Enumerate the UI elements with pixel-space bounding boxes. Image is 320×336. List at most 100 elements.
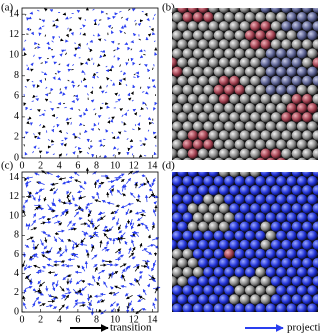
- arrow: [91, 243, 95, 248]
- arrow: [129, 218, 133, 226]
- arrow: [67, 238, 72, 242]
- arrow: [26, 27, 30, 32]
- sphere: [281, 148, 292, 159]
- sphere: [239, 8, 250, 14]
- arrow: [75, 98, 80, 102]
- y-tick-label: 6: [14, 91, 19, 102]
- arrow: [52, 23, 56, 27]
- arrow: [29, 253, 36, 260]
- sphere: [218, 148, 230, 159]
- arrow: [46, 171, 53, 176]
- sphere: [198, 112, 209, 123]
- arrow: [104, 228, 112, 232]
- sphere: [182, 48, 193, 59]
- sphere: [281, 130, 292, 141]
- arrow: [112, 153, 115, 157]
- sphere: [302, 75, 313, 86]
- sphere: [218, 21, 230, 32]
- sphere: [250, 8, 261, 14]
- sphere: [172, 103, 183, 114]
- arrow: [110, 188, 115, 192]
- sphere: [296, 176, 308, 187]
- arrow: [80, 237, 86, 244]
- arrow: [51, 297, 57, 301]
- sphere: [312, 276, 318, 287]
- arrow: [48, 208, 56, 212]
- arrow: [51, 214, 59, 219]
- arrow: [132, 128, 135, 131]
- sphere: [229, 57, 240, 68]
- arrow: [138, 295, 146, 300]
- sphere: [312, 21, 318, 32]
- arrow: [147, 234, 151, 239]
- arrow: [114, 92, 118, 96]
- sphere: [297, 157, 307, 160]
- arrow: [145, 225, 150, 232]
- sphere: [229, 39, 240, 50]
- arrow: [23, 52, 27, 56]
- arrow: [73, 211, 80, 218]
- sphere: [296, 230, 308, 241]
- sphere: [312, 148, 318, 159]
- panel-label: (c): [1, 160, 14, 172]
- arrow: [137, 216, 143, 222]
- sphere: [203, 30, 214, 41]
- sphere: [244, 48, 256, 59]
- arrow: [45, 151, 50, 155]
- arrow: [62, 12, 67, 16]
- arrow: [78, 217, 83, 221]
- sphere: [172, 75, 178, 86]
- sphere: [270, 21, 282, 32]
- arrow: [100, 90, 105, 94]
- sphere: [302, 276, 313, 287]
- sphere: [229, 221, 240, 232]
- sphere: [239, 75, 250, 86]
- arrow: [57, 229, 65, 233]
- arrow: [45, 250, 52, 254]
- sphere: [187, 57, 198, 68]
- arrow: [71, 195, 75, 202]
- arrow: [24, 177, 28, 182]
- sphere: [172, 48, 183, 59]
- arrow: [118, 254, 124, 259]
- sphere: [218, 57, 230, 68]
- arrow: [60, 211, 65, 217]
- sphere: [250, 172, 261, 178]
- arrow: [67, 68, 72, 72]
- sphere: [276, 48, 287, 59]
- y-tick-label: 2: [14, 287, 19, 298]
- arrow: [154, 101, 158, 106]
- arrow: [151, 180, 155, 187]
- arrow: [68, 227, 75, 231]
- arrow: [118, 230, 123, 234]
- sphere: [172, 121, 183, 132]
- arrow: [24, 151, 28, 156]
- arrow: [37, 181, 45, 185]
- sphere: [239, 93, 250, 105]
- arrow: [66, 63, 70, 68]
- arrow: [99, 54, 103, 59]
- sphere: [182, 303, 193, 312]
- arrow: [37, 301, 42, 305]
- sphere: [291, 75, 302, 86]
- arrow: [73, 53, 77, 58]
- sphere: [255, 194, 266, 205]
- arrow: [128, 247, 132, 255]
- sphere: [276, 139, 287, 150]
- sphere: [198, 21, 209, 32]
- sphere: [244, 66, 256, 77]
- sphere: [281, 221, 292, 232]
- sphere: [203, 230, 214, 241]
- arrow: [123, 112, 127, 116]
- sphere-image: [172, 8, 318, 160]
- arrow: [153, 135, 157, 139]
- sphere: [270, 8, 282, 14]
- arrow: [121, 268, 126, 274]
- arrow: [89, 90, 93, 95]
- arrow: [71, 240, 78, 246]
- sphere: [265, 103, 276, 114]
- arrow: [58, 63, 61, 66]
- arrow: [107, 24, 112, 29]
- arrow: [147, 182, 152, 188]
- arrow: [76, 265, 81, 269]
